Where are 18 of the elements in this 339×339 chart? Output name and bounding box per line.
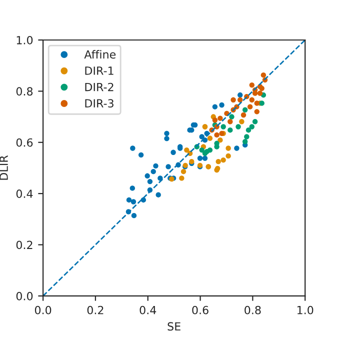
legend-label: DIR-1 bbox=[85, 66, 114, 75]
x-tick-label: 0.6 bbox=[192, 306, 208, 314]
y-tick-label: 0.8 bbox=[16, 87, 33, 96]
x-tick-label: 0.2 bbox=[87, 306, 104, 314]
legend-label: DIR-2 bbox=[85, 82, 114, 92]
x-tick-label: 0.0 bbox=[34, 306, 52, 314]
x-tick-label: 0.8 bbox=[244, 306, 261, 314]
y-tick-label: 0.0 bbox=[16, 292, 33, 300]
x-tick-label: 1.0 bbox=[297, 306, 314, 314]
x-tick-label: 0.4 bbox=[140, 306, 156, 314]
x-axis-title: SE bbox=[168, 322, 180, 331]
legend-label: DIR-3 bbox=[85, 99, 114, 108]
y-tick-label: 0.2 bbox=[16, 240, 32, 250]
y-tick-label: 0.4 bbox=[16, 190, 33, 198]
y-tick-label: 0.6 bbox=[16, 138, 33, 147]
legend-label: Affine bbox=[84, 50, 116, 59]
y-tick-label: 1.0 bbox=[16, 36, 33, 44]
y-axis-title: DLIR bbox=[0, 155, 8, 180]
